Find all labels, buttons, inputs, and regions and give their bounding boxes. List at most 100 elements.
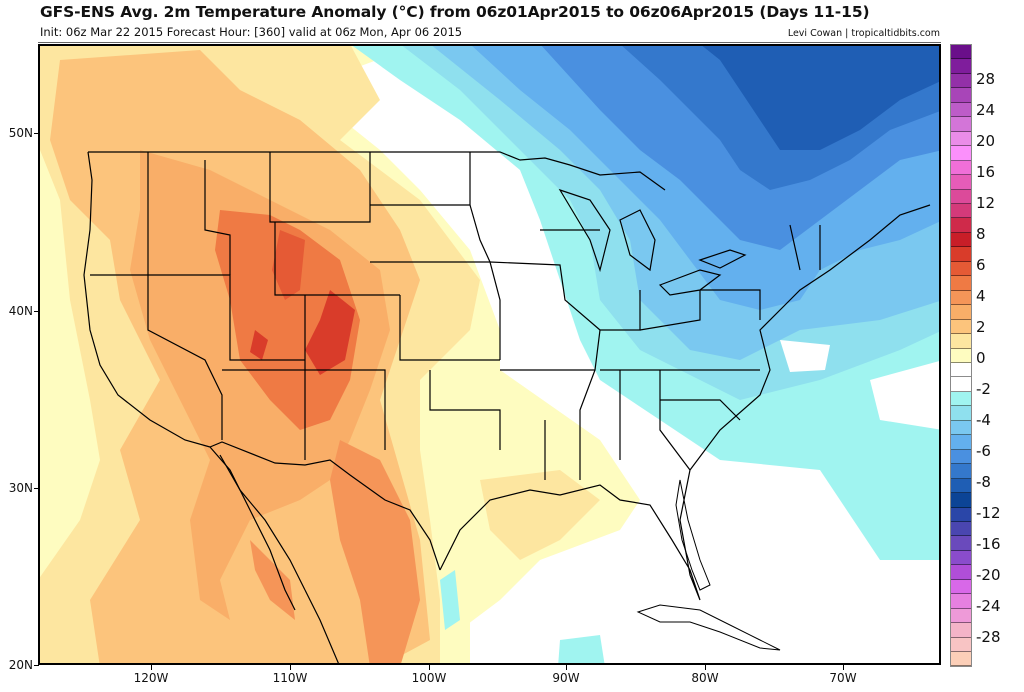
colorbar-segment [951,45,971,60]
header-divider [38,42,941,43]
colorbar-label: 6 [976,256,986,274]
colorbar-label: -4 [976,411,991,429]
colorbar [950,44,972,668]
x-tick [429,665,430,670]
colorbar-segment [951,579,971,595]
x-label-90w: 90W [552,671,580,685]
y-label-30n: 30N [8,481,33,495]
colorbar-segment [951,131,971,147]
y-label-40n: 40N [8,304,33,318]
x-label-100w: 100W [411,671,447,685]
credit-text: Levi Cowan | tropicaltidbits.com [787,28,940,39]
y-tick [34,133,39,134]
colorbar-label: -2 [976,380,991,398]
field-plus8-ut [250,330,268,360]
colorbar-segment [951,435,971,450]
colorbar-segment [951,493,971,508]
cuba-outline [636,604,781,651]
colorbar-segment [951,290,971,306]
field-plus8-wy [272,230,305,300]
colorbar-label: -8 [976,473,991,491]
colorbar-segment [951,59,971,74]
colorbar-label: 4 [976,287,986,305]
colorbar-segment [951,117,971,132]
colorbar-segment [951,449,971,465]
anomaly-map[interactable] [38,44,941,665]
x-label-120w: 120W [133,671,169,685]
colorbar-segment [951,478,971,494]
field-plus8-co [305,290,355,375]
field-atlantic-white [870,361,939,430]
colorbar-label: -28 [976,628,1001,646]
colorbar-label: -20 [976,566,1001,584]
florida-outline [675,479,711,591]
map-title: GFS-ENS Avg. 2m Temperature Anomaly (°C)… [40,3,870,21]
colorbar-segment [951,305,971,320]
field-yucatan-cold [558,635,605,663]
y-tick [34,488,39,489]
colorbar-segment [951,464,971,479]
colorbar-segment [951,247,971,262]
y-label-20n: 20N [8,658,33,672]
colorbar-segment [951,565,971,580]
y-label-50n: 50N [8,126,33,140]
colorbar-label: 12 [976,194,996,212]
colorbar-segment [951,276,971,291]
colorbar-segment [951,536,971,551]
colorbar-segment [951,521,971,537]
colorbar-segment [951,102,971,118]
y-tick [34,311,39,312]
field-minus8 [702,46,939,150]
colorbar-segment [951,189,971,204]
x-tick [290,665,291,670]
field-baja-warm [250,540,295,620]
field-plus6 [215,210,360,430]
x-label-70w: 70W [829,671,857,685]
colorbar-segment [951,175,971,190]
colorbar-segment [951,362,971,378]
colorbar-segment [951,550,971,566]
colorbar-segment [951,319,971,335]
colorbar-segment [951,637,971,653]
map-subtitle: Init: 06z Mar 22 2015 Forecast Hour: [36… [40,25,463,39]
colorbar-segment [951,594,971,609]
colorbar-label: 20 [976,132,996,150]
colorbar-label: 2 [976,318,986,336]
colorbar-segment [951,420,971,436]
colorbar-segment [951,218,971,233]
colorbar-segment [951,406,971,421]
colorbar-segment [951,623,971,638]
colorbar-segment [951,334,971,349]
field-gulf-cold [440,570,460,630]
colorbar-segment [951,391,971,407]
colorbar-segment [951,608,971,624]
colorbar-label: 0 [976,349,986,367]
x-tick [566,665,567,670]
colorbar-segment [951,652,971,667]
colorbar-label: 8 [976,225,986,243]
colorbar-segment [951,88,971,103]
colorbar-label: -24 [976,597,1001,615]
colorbar-segment [951,377,971,392]
map-canvas [40,46,939,663]
field-mexico-plume [330,440,420,663]
x-tick [151,665,152,670]
y-tick [34,665,39,666]
colorbar-segment [951,261,971,277]
x-label-80w: 80W [691,671,719,685]
colorbar-label: -16 [976,535,1001,553]
colorbar-segment [951,160,971,176]
x-tick [843,665,844,670]
x-tick [705,665,706,670]
colorbar-label: 16 [976,163,996,181]
colorbar-segment [951,348,971,363]
x-label-110w: 110W [272,671,308,685]
colorbar-label: 24 [976,101,996,119]
colorbar-segment [951,146,971,161]
colorbar-segment [951,232,971,248]
colorbar-label: 28 [976,70,996,88]
field-atlantic-white2 [780,340,830,372]
colorbar-label: -6 [976,442,991,460]
colorbar-segment [951,203,971,219]
colorbar-segment [951,73,971,89]
